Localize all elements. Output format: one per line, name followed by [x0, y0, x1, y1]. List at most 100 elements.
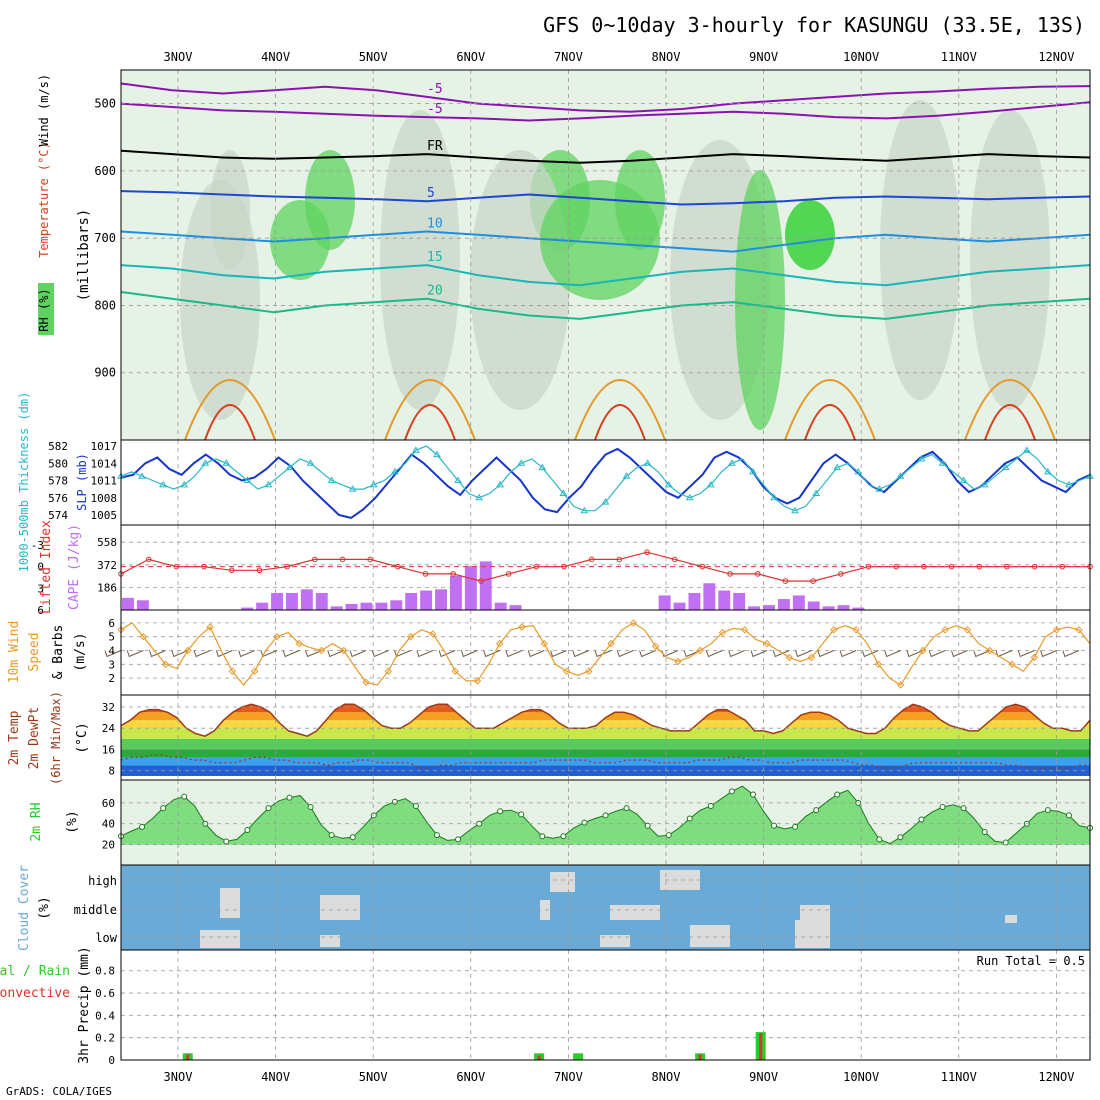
wind-marker	[607, 639, 615, 648]
cape-bar	[748, 606, 761, 610]
wind-speed-line	[120, 622, 1091, 686]
warm-contour	[384, 379, 476, 441]
slp-tick-label: 1005	[91, 509, 118, 522]
minmax-label: (6hr Min/Max)	[49, 691, 63, 785]
wind-marker	[540, 639, 548, 648]
isotherm-line	[120, 101, 1091, 122]
li-marker	[422, 571, 429, 577]
li-tick-label: 6	[37, 604, 44, 617]
cape-bar	[673, 602, 686, 610]
bottom-date-label: 3NOV	[164, 1070, 193, 1084]
li-marker	[782, 578, 789, 584]
cape-bar	[733, 592, 746, 610]
dewpt-label: 2m DewPt	[27, 707, 42, 770]
rh2m-marker	[981, 829, 988, 836]
rh2m-marker	[518, 811, 525, 818]
rh2m-marker	[918, 816, 925, 823]
cape-label: CAPE (J/kg)	[67, 524, 82, 610]
wind-marker	[473, 677, 482, 685]
wind-barb	[1017, 650, 1035, 658]
cape-bar	[271, 592, 283, 610]
li-marker	[450, 571, 457, 577]
thickness-marker	[896, 472, 905, 479]
thickness-marker	[1001, 463, 1010, 471]
top-date-label: 3NOV	[164, 50, 193, 64]
wind-label: Wind (m/s)	[37, 74, 51, 146]
temp-tick-label: 8	[108, 765, 115, 778]
rh2m-marker	[792, 823, 799, 830]
rh2m-marker	[960, 805, 967, 812]
cape-lifted-index-panel: -3 0 3 6 186 372 558 Lifted Index CAPE (J/kg)	[31, 520, 1093, 617]
wind-barb	[884, 650, 901, 658]
wind-marker	[896, 681, 905, 689]
rh2m-marker	[581, 819, 588, 826]
temp-band	[121, 738, 1090, 750]
rh2m-marker	[1065, 812, 1072, 819]
wind-barb	[215, 650, 233, 658]
bottom-date-label: 9NOV	[749, 1070, 778, 1084]
isotherm-line	[120, 190, 1091, 206]
bottom-date-label: 6NOV	[456, 1070, 485, 1084]
rh2m-marker	[307, 804, 314, 811]
rh2m-marker	[560, 833, 567, 840]
thickness-marker	[412, 446, 420, 453]
wind-marker	[295, 639, 303, 648]
rh2m-marker	[349, 834, 356, 841]
pressure-axis-label: (millibars)	[76, 209, 92, 302]
wind-barb	[728, 650, 745, 658]
wind-barb	[861, 650, 879, 658]
slp-tick-label: 1008	[91, 492, 118, 505]
thickness-marker	[327, 476, 336, 483]
wind-marker	[518, 623, 526, 631]
cape-bar	[509, 605, 522, 610]
wind-speed-label: Speed	[27, 632, 42, 671]
wind-barb	[772, 650, 790, 658]
cape-bar	[688, 592, 701, 610]
thickness-marker	[1065, 480, 1073, 488]
thickness-marker	[348, 485, 357, 492]
cloud-block	[550, 872, 575, 892]
thickness-marker	[222, 459, 231, 466]
cloud-level-label: low	[95, 931, 117, 945]
thickness-marker	[243, 476, 252, 483]
top-date-axis: 3NOV 4NOV 5NOV 6NOV 7NOV 8NOV 9NOV 10NOV 11NOV 12…	[164, 50, 1075, 64]
isotherm-label: 10	[427, 216, 443, 231]
wind-marker	[852, 626, 860, 634]
rh2m-marker	[749, 791, 756, 798]
cape-tick-label: 558	[97, 536, 117, 549]
thickness-marker	[496, 480, 505, 488]
temp-tick-label: 32	[102, 701, 115, 714]
cape-bar	[315, 592, 328, 610]
li-tick-label: -3	[31, 539, 44, 552]
rh2m-marker	[644, 822, 651, 829]
thickness-marker	[201, 459, 210, 466]
wind-barb	[572, 650, 589, 658]
cloud-block	[1005, 915, 1017, 923]
wind-marker	[941, 626, 949, 634]
isotherm-label: 5	[427, 186, 435, 201]
thickness-tick-label: 580	[48, 457, 68, 470]
wind-barb	[327, 650, 344, 658]
wind-barb	[795, 650, 812, 658]
temp-band	[121, 720, 1090, 729]
top-date-label: 7NOV	[554, 50, 583, 64]
cape-bar	[390, 600, 403, 610]
cape-bar	[285, 592, 298, 610]
li-marker	[367, 556, 373, 563]
warm-contour	[404, 404, 456, 441]
thickness-marker	[580, 506, 589, 514]
precip-tick-label: 0.2	[95, 1032, 115, 1045]
wind-marker	[273, 632, 281, 641]
thickness-line	[120, 445, 1091, 512]
thickness-marker	[770, 493, 778, 501]
top-date-label: 6NOV	[456, 50, 485, 64]
rh2m-tick-label: 60	[102, 797, 115, 810]
rh2m-marker	[686, 815, 693, 822]
li-marker	[838, 571, 844, 577]
precip-tick-label: 0.8	[95, 965, 115, 978]
wind-barb	[951, 650, 968, 658]
thickness-marker	[917, 454, 926, 462]
li-marker	[145, 556, 152, 563]
top-date-label: 9NOV	[749, 50, 778, 64]
